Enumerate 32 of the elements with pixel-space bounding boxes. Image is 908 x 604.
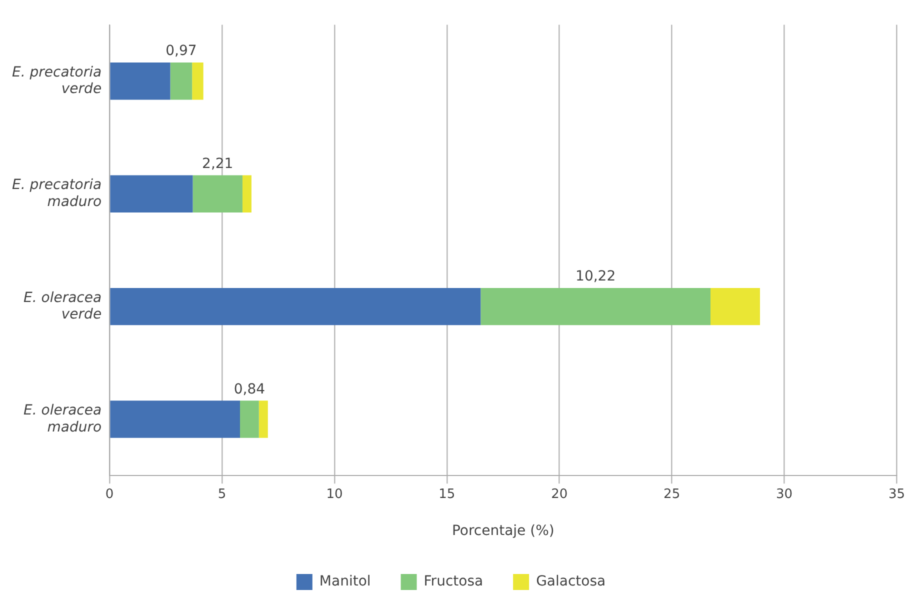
bar [480,288,711,326]
x-tick-label: 30 [776,486,793,502]
bar [240,400,259,438]
legend-label: Manitol [319,574,371,590]
x-tick-label: 20 [551,486,568,502]
bar [192,175,242,212]
bar [170,62,192,100]
y-tick-label: E. precatoria verde [12,64,102,98]
bar [258,400,268,438]
x-tick-label: 5 [218,486,226,502]
bar [110,400,240,438]
data-label: 2,21 [202,156,234,172]
x-tick-label: 25 [664,486,680,502]
legend-label: Galactosa [536,574,606,590]
y-tick-label: E. oleracea verde [24,290,102,323]
bar [110,62,170,100]
bar [110,288,481,326]
data-label: 0,84 [234,381,266,398]
x-tick-label: 10 [326,486,343,502]
data-label: 10,22 [576,268,616,285]
x-tick-label: 15 [438,486,456,502]
bar [192,62,204,100]
x-axis-title: Porcentaje (%) [452,523,554,540]
x-tick-label: 35 [888,486,905,502]
x-tick-label: 0 [105,486,114,502]
legend-label: Fructosa [424,574,484,590]
y-tick-label: E. oleracea maduro [24,402,102,436]
data-label: 0,97 [166,43,197,60]
bar [242,175,252,212]
bar [710,288,760,326]
y-tick-label: E. precatoria maduro [12,177,102,210]
bar [110,175,193,212]
